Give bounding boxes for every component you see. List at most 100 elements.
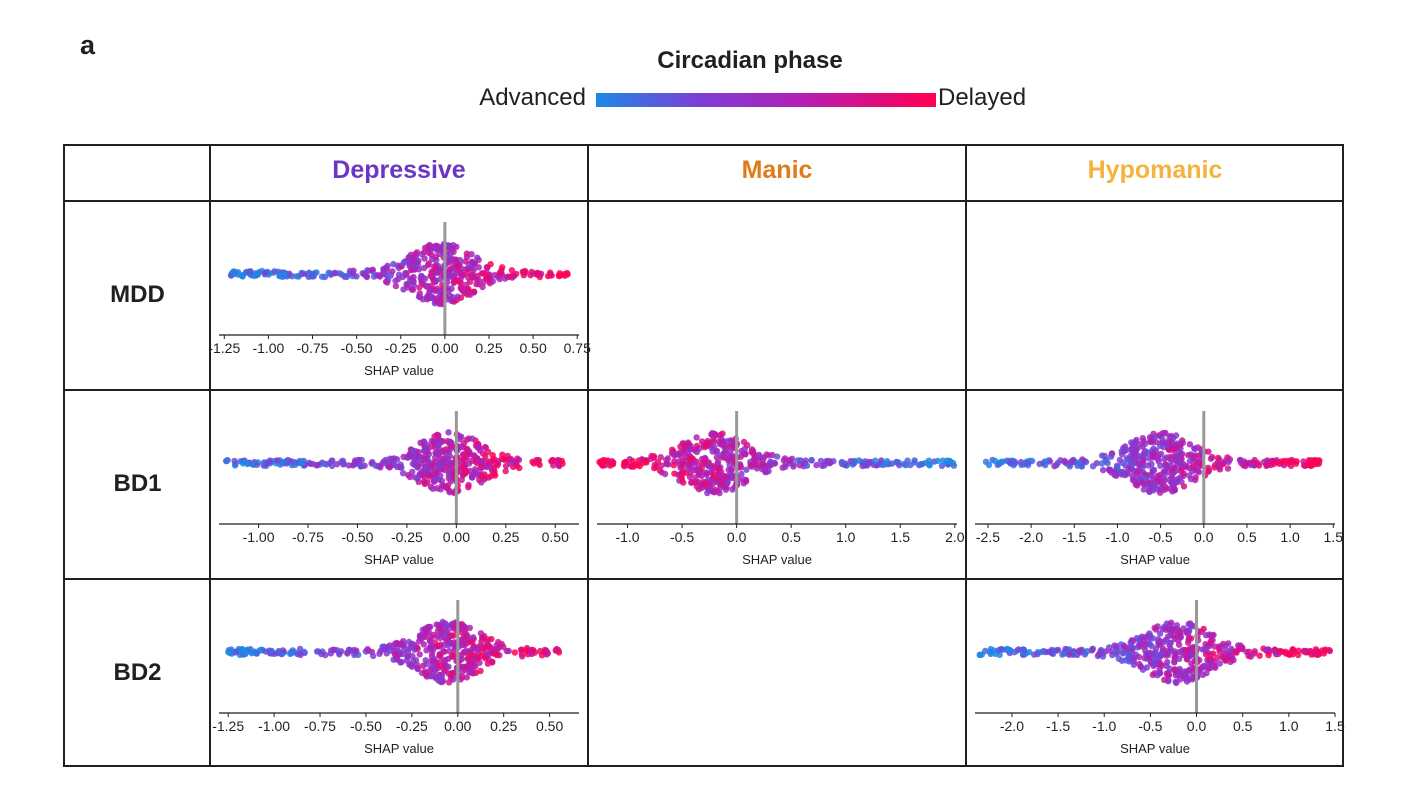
data-point bbox=[760, 461, 767, 468]
data-point bbox=[407, 266, 415, 274]
data-point bbox=[982, 647, 989, 655]
data-point bbox=[1206, 631, 1213, 638]
data-point bbox=[687, 445, 694, 452]
data-point bbox=[446, 648, 453, 655]
data-point bbox=[643, 459, 650, 466]
data-point bbox=[743, 466, 750, 473]
data-point bbox=[248, 650, 255, 657]
data-point bbox=[1036, 460, 1043, 468]
x-tick-label: 0.50 bbox=[536, 718, 563, 734]
data-point bbox=[856, 457, 863, 464]
data-point bbox=[555, 462, 562, 469]
data-point bbox=[1046, 458, 1054, 465]
x-tick-label: -0.25 bbox=[385, 340, 417, 356]
data-point bbox=[225, 648, 232, 656]
data-point bbox=[1095, 651, 1103, 658]
data-point bbox=[449, 640, 457, 648]
x-tick-label: -2.5 bbox=[976, 529, 1000, 545]
data-point bbox=[441, 449, 449, 457]
data-point bbox=[253, 461, 261, 468]
data-point bbox=[431, 244, 438, 252]
data-point bbox=[1168, 619, 1175, 626]
data-point bbox=[427, 272, 434, 279]
data-point bbox=[415, 449, 422, 456]
plot-bd2-hypomanic: -2.0 -1.5 -1.0 -0.5 0.0 0.5 1.0 1.5 SHAP value bbox=[967, 580, 1345, 767]
data-point bbox=[1284, 457, 1292, 464]
data-point bbox=[1203, 670, 1210, 677]
x-tick-label: -1.25 bbox=[212, 718, 244, 734]
data-point bbox=[636, 462, 643, 470]
data-point bbox=[682, 442, 689, 450]
data-point bbox=[1132, 481, 1139, 488]
x-tick-label: -1.0 bbox=[1092, 718, 1116, 734]
data-point bbox=[1011, 460, 1018, 467]
data-point bbox=[440, 482, 447, 490]
x-tick-label: 0.75 bbox=[564, 340, 591, 356]
data-point bbox=[779, 464, 786, 471]
data-point bbox=[357, 463, 364, 470]
x-tick-label: 1.5 bbox=[1324, 529, 1344, 545]
data-point bbox=[494, 462, 501, 469]
x-tick-label: 1.0 bbox=[836, 529, 856, 545]
data-point bbox=[1251, 648, 1258, 655]
data-point bbox=[671, 452, 678, 459]
data-point bbox=[1185, 639, 1192, 646]
data-point bbox=[445, 429, 452, 436]
x-axis-label: SHAP value bbox=[364, 741, 434, 756]
beeswarm-points bbox=[227, 240, 571, 308]
data-point bbox=[558, 457, 565, 465]
data-point bbox=[1148, 460, 1155, 468]
data-point bbox=[502, 467, 509, 475]
data-point bbox=[500, 456, 508, 463]
data-point bbox=[1150, 445, 1157, 452]
data-point bbox=[762, 468, 769, 476]
x-tick-label: -2.0 bbox=[1000, 718, 1024, 734]
data-point bbox=[727, 447, 734, 454]
data-point bbox=[271, 268, 278, 275]
data-point bbox=[433, 295, 440, 302]
data-point bbox=[224, 456, 231, 464]
data-point bbox=[1119, 468, 1127, 475]
data-point bbox=[413, 661, 421, 668]
plot-bd1-depressive: -1.00 -0.75 -0.50 -0.25 0.00 0.25 0.50 SHAP val… bbox=[211, 391, 587, 578]
data-point bbox=[318, 650, 325, 658]
data-point bbox=[416, 284, 423, 291]
data-point bbox=[765, 452, 772, 459]
data-point bbox=[688, 479, 695, 486]
data-point bbox=[1215, 454, 1222, 462]
data-point bbox=[369, 266, 376, 273]
data-point bbox=[737, 464, 745, 471]
data-point bbox=[1295, 647, 1302, 654]
data-point bbox=[464, 451, 471, 458]
data-point bbox=[790, 461, 797, 468]
data-point bbox=[1207, 638, 1214, 645]
data-point bbox=[750, 455, 758, 463]
data-point bbox=[1133, 469, 1141, 476]
data-point bbox=[1178, 478, 1185, 486]
data-point bbox=[386, 464, 393, 471]
data-point bbox=[1170, 632, 1178, 640]
data-point bbox=[669, 446, 676, 453]
data-point bbox=[1157, 450, 1165, 458]
data-point bbox=[495, 638, 502, 646]
data-point bbox=[501, 275, 509, 282]
data-point bbox=[1200, 625, 1207, 633]
data-point bbox=[421, 473, 428, 481]
beeswarm-points bbox=[225, 618, 563, 686]
data-point bbox=[998, 458, 1005, 466]
data-point bbox=[1138, 633, 1145, 640]
data-point bbox=[393, 640, 401, 647]
data-point bbox=[1171, 486, 1179, 493]
data-point bbox=[901, 460, 908, 468]
grid-divider bbox=[65, 200, 1342, 202]
data-point bbox=[1215, 464, 1223, 471]
x-tick-label: 0.00 bbox=[431, 340, 458, 356]
data-point bbox=[1300, 458, 1307, 465]
x-tick-label: -0.5 bbox=[1138, 718, 1162, 734]
data-point bbox=[849, 459, 856, 466]
data-point bbox=[1107, 453, 1115, 460]
data-point bbox=[428, 293, 435, 300]
data-point bbox=[1227, 658, 1234, 665]
data-point bbox=[511, 649, 518, 656]
data-point bbox=[421, 275, 429, 282]
